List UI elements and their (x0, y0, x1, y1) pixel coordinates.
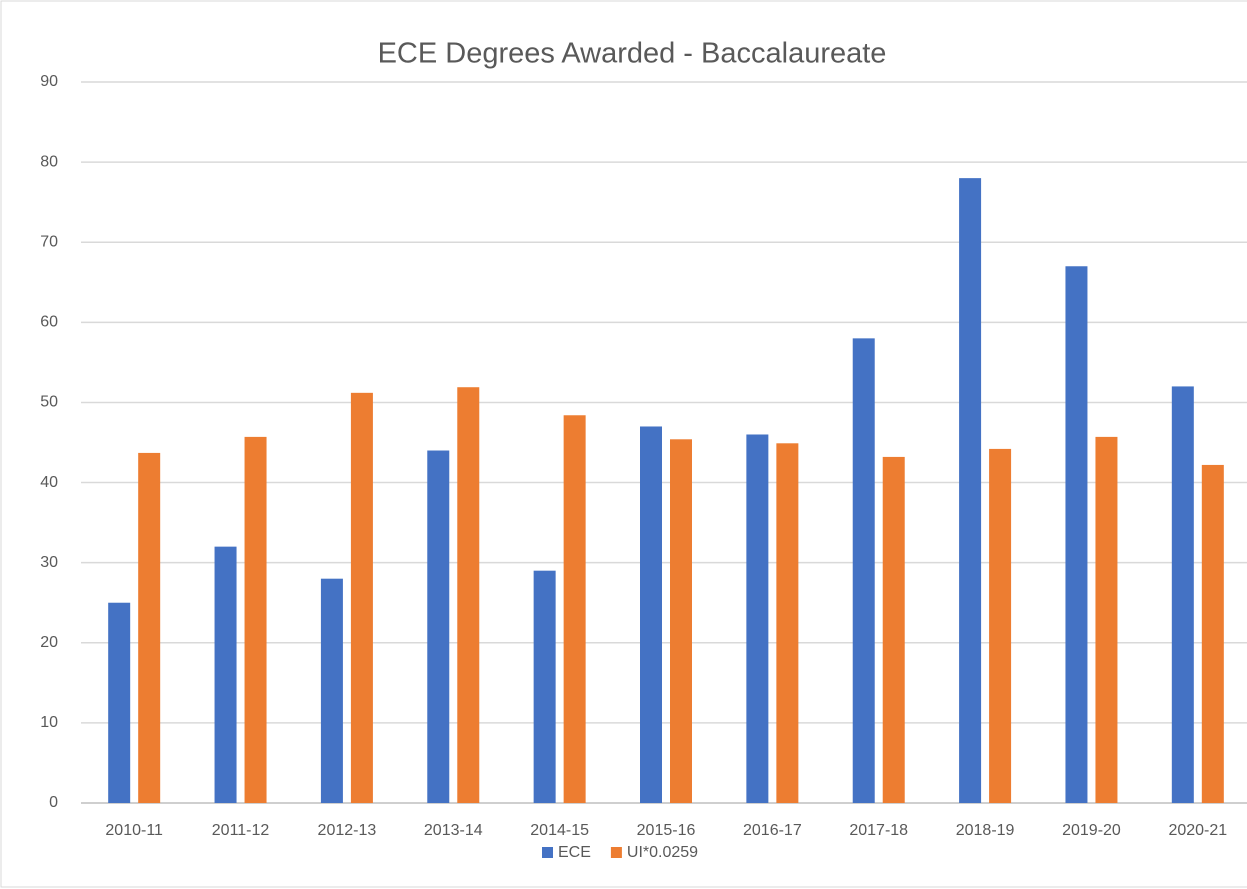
chart-title: ECE Degrees Awarded - Baccalaureate (378, 38, 887, 70)
y-tick-label: 10 (40, 714, 58, 731)
bar (244, 436, 267, 803)
bar (882, 456, 905, 803)
bar (457, 387, 480, 803)
x-tick-label: 2014-15 (530, 822, 589, 839)
bar (1065, 266, 1088, 803)
y-tick-label: 50 (40, 394, 58, 411)
y-tick-label: 70 (40, 233, 58, 250)
bar (350, 392, 373, 803)
legend-swatch (542, 847, 553, 858)
bar (320, 578, 343, 803)
x-tick-label: 2018-19 (956, 822, 1015, 839)
bar (563, 415, 586, 803)
bar (1201, 464, 1224, 803)
legend-label: ECE (558, 844, 591, 861)
bar (1171, 386, 1194, 803)
x-tick-label: 2010-11 (105, 822, 163, 839)
bar (138, 452, 161, 803)
x-tick-label: 2012-13 (318, 822, 377, 839)
bar (533, 570, 556, 803)
bar (1095, 436, 1118, 803)
legend-swatch (610, 847, 622, 858)
bar (746, 434, 769, 803)
bar (852, 338, 875, 803)
x-tick-label: 2011-12 (212, 822, 270, 839)
x-tick-label: 2017-18 (849, 822, 908, 839)
bar (214, 546, 237, 803)
y-tick-label: 0 (49, 794, 58, 811)
bar (959, 178, 982, 804)
x-tick-label: 2016-17 (743, 822, 802, 839)
y-tick-label: 80 (40, 153, 58, 170)
y-tick-label: 40 (40, 474, 58, 491)
bar (776, 443, 799, 803)
bar (989, 448, 1012, 803)
legend-label: UI*0.0259 (627, 844, 698, 861)
y-tick-label: 20 (40, 634, 58, 651)
x-tick-label: 2020-21 (1168, 822, 1227, 839)
x-tick-label: 2013-14 (424, 822, 483, 839)
x-tick-label: 2019-20 (1062, 822, 1121, 839)
y-tick-label: 30 (40, 554, 58, 571)
bar (640, 426, 662, 803)
x-tick-label: 2015-16 (637, 822, 696, 839)
y-tick-label: 90 (40, 73, 58, 90)
y-tick-label: 60 (40, 314, 58, 331)
bar (108, 602, 131, 803)
bar (670, 439, 692, 803)
bar (427, 450, 450, 803)
